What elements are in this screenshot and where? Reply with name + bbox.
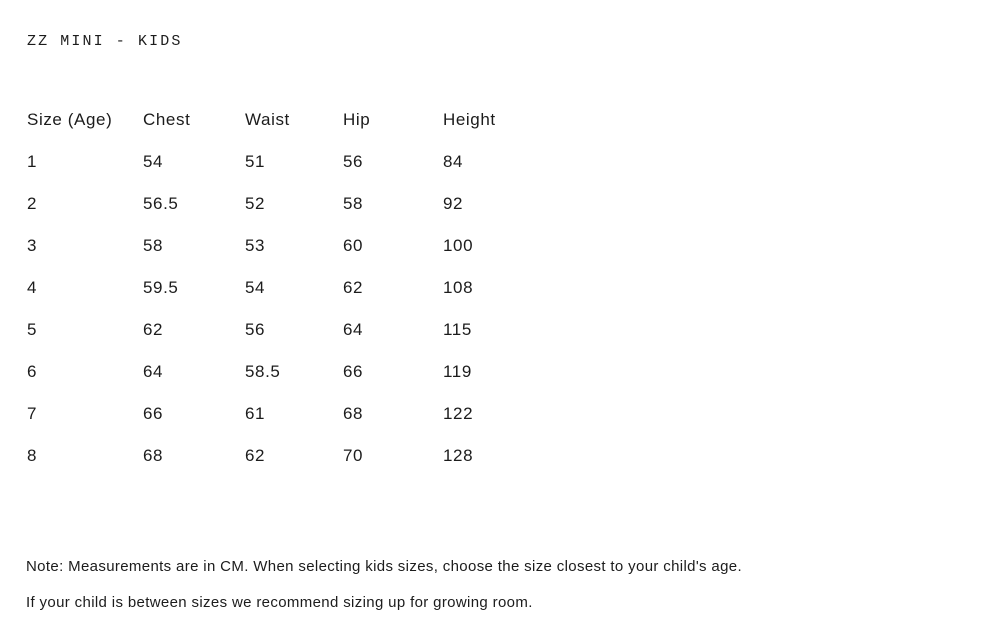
cell-size-age: 5 (27, 320, 38, 339)
cell-size-age: 4 (27, 278, 38, 297)
page-title: ZZ MINI - KIDS (27, 33, 183, 50)
cell-waist: 54 (245, 278, 266, 297)
cell-size-age: 8 (27, 446, 38, 465)
cell-height: 84 (443, 152, 464, 171)
cell-chest: 66 (143, 404, 164, 423)
cell-hip: 56 (343, 152, 364, 171)
column-header-height: Height (443, 110, 496, 129)
table-body: 1 54 51 56 84 2 56.5 52 58 92 3 58 53 60… (27, 141, 563, 477)
size-note-line-1: Note: Measurements are in CM. When selec… (26, 558, 743, 575)
size-note: Note: Measurements are in CM. When selec… (26, 549, 996, 621)
cell-chest: 58 (143, 236, 164, 255)
table-row: 3 58 53 60 100 (27, 225, 563, 267)
cell-chest: 54 (143, 152, 164, 171)
table-row: 6 64 58.5 66 119 (27, 351, 563, 393)
cell-size-age: 2 (27, 194, 38, 213)
cell-size-age: 7 (27, 404, 38, 423)
cell-size-age: 6 (27, 362, 38, 381)
table-header-row: Size (Age) Chest Waist Hip Height (27, 99, 563, 141)
cell-size-age: 3 (27, 236, 38, 255)
cell-chest: 64 (143, 362, 164, 381)
cell-waist: 52 (245, 194, 266, 213)
table-row: 5 62 56 64 115 (27, 309, 563, 351)
cell-height: 128 (443, 446, 474, 465)
cell-height: 108 (443, 278, 474, 297)
cell-chest: 56.5 (143, 194, 179, 213)
cell-hip: 68 (343, 404, 364, 423)
size-note-line-2: If your child is between sizes we recomm… (26, 594, 533, 611)
cell-hip: 70 (343, 446, 364, 465)
cell-height: 92 (443, 194, 464, 213)
cell-hip: 64 (343, 320, 364, 339)
cell-hip: 62 (343, 278, 364, 297)
cell-waist: 62 (245, 446, 266, 465)
cell-hip: 66 (343, 362, 364, 381)
cell-height: 119 (443, 362, 472, 381)
cell-size-age: 1 (27, 152, 38, 171)
column-header-hip: Hip (343, 110, 371, 129)
cell-chest: 59.5 (143, 278, 179, 297)
table-row: 1 54 51 56 84 (27, 141, 563, 183)
column-header-size-age: Size (Age) (27, 110, 113, 129)
cell-chest: 68 (143, 446, 164, 465)
cell-waist: 56 (245, 320, 266, 339)
cell-waist: 51 (245, 152, 266, 171)
table-row: 2 56.5 52 58 92 (27, 183, 563, 225)
cell-waist: 58.5 (245, 362, 281, 381)
column-header-waist: Waist (245, 110, 290, 129)
cell-hip: 58 (343, 194, 364, 213)
cell-hip: 60 (343, 236, 364, 255)
cell-height: 122 (443, 404, 474, 423)
cell-waist: 61 (245, 404, 266, 423)
size-chart-table: Size (Age) Chest Waist Hip Height 1 54 5… (27, 99, 563, 477)
table-row: 8 68 62 70 128 (27, 435, 563, 477)
cell-chest: 62 (143, 320, 164, 339)
cell-height: 100 (443, 236, 474, 255)
cell-waist: 53 (245, 236, 266, 255)
column-header-chest: Chest (143, 110, 191, 129)
table-header: Size (Age) Chest Waist Hip Height (27, 99, 563, 141)
table-row: 7 66 61 68 122 (27, 393, 563, 435)
cell-height: 115 (443, 320, 472, 339)
table-row: 4 59.5 54 62 108 (27, 267, 563, 309)
